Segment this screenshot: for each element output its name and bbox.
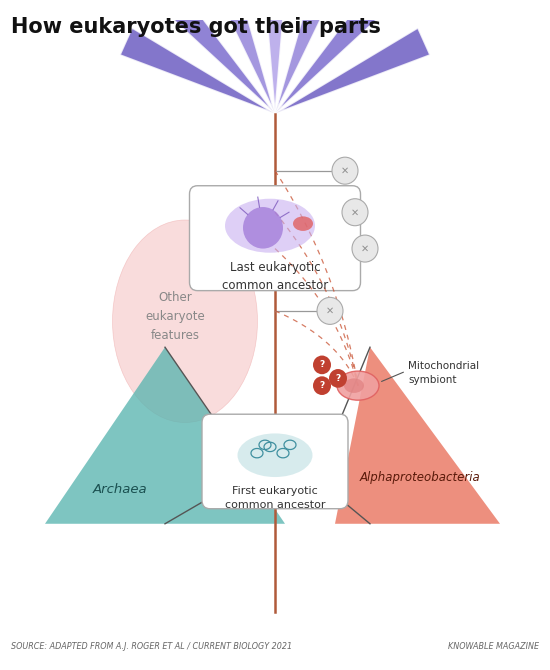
- Polygon shape: [275, 28, 430, 113]
- Text: First eukaryotic
common ancestor: First eukaryotic common ancestor: [225, 486, 325, 511]
- Circle shape: [332, 157, 358, 184]
- Text: How eukaryotes got their parts: How eukaryotes got their parts: [11, 17, 381, 37]
- Text: ?: ?: [320, 360, 324, 369]
- Circle shape: [313, 356, 331, 375]
- Polygon shape: [275, 0, 349, 113]
- Ellipse shape: [238, 433, 312, 477]
- Circle shape: [243, 207, 283, 249]
- Text: Alphaproteobacteria: Alphaproteobacteria: [360, 470, 480, 484]
- Circle shape: [317, 297, 343, 324]
- FancyBboxPatch shape: [190, 186, 360, 291]
- Text: Archaea: Archaea: [93, 483, 147, 496]
- Polygon shape: [335, 347, 500, 524]
- Text: ✕: ✕: [361, 244, 369, 253]
- Text: ?: ?: [320, 381, 324, 390]
- Circle shape: [313, 377, 331, 395]
- Polygon shape: [45, 347, 285, 524]
- Text: Last eukaryotic
common ancestor: Last eukaryotic common ancestor: [222, 261, 328, 292]
- Polygon shape: [275, 0, 398, 113]
- Text: KNOWABLE MAGAZINE: KNOWABLE MAGAZINE: [448, 643, 539, 651]
- Ellipse shape: [337, 371, 379, 400]
- Ellipse shape: [293, 216, 313, 231]
- Polygon shape: [201, 0, 275, 113]
- Circle shape: [352, 235, 378, 262]
- Circle shape: [342, 199, 368, 226]
- Ellipse shape: [225, 199, 315, 253]
- Text: Mitochondrial
symbiont: Mitochondrial symbiont: [408, 361, 479, 385]
- Polygon shape: [261, 0, 289, 113]
- Polygon shape: [152, 0, 275, 113]
- Ellipse shape: [344, 379, 364, 393]
- Text: ✕: ✕: [341, 165, 349, 176]
- Text: Other
eukaryote
features: Other eukaryote features: [145, 291, 205, 342]
- Text: ✕: ✕: [326, 306, 334, 316]
- Ellipse shape: [113, 220, 257, 423]
- Text: ?: ?: [336, 374, 340, 383]
- FancyBboxPatch shape: [202, 414, 348, 509]
- Polygon shape: [120, 28, 275, 113]
- Text: SOURCE: ADAPTED FROM A.J. ROGER ET AL / CURRENT BIOLOGY 2021: SOURCE: ADAPTED FROM A.J. ROGER ET AL / …: [11, 643, 292, 651]
- Text: ✕: ✕: [351, 207, 359, 217]
- Circle shape: [329, 369, 347, 388]
